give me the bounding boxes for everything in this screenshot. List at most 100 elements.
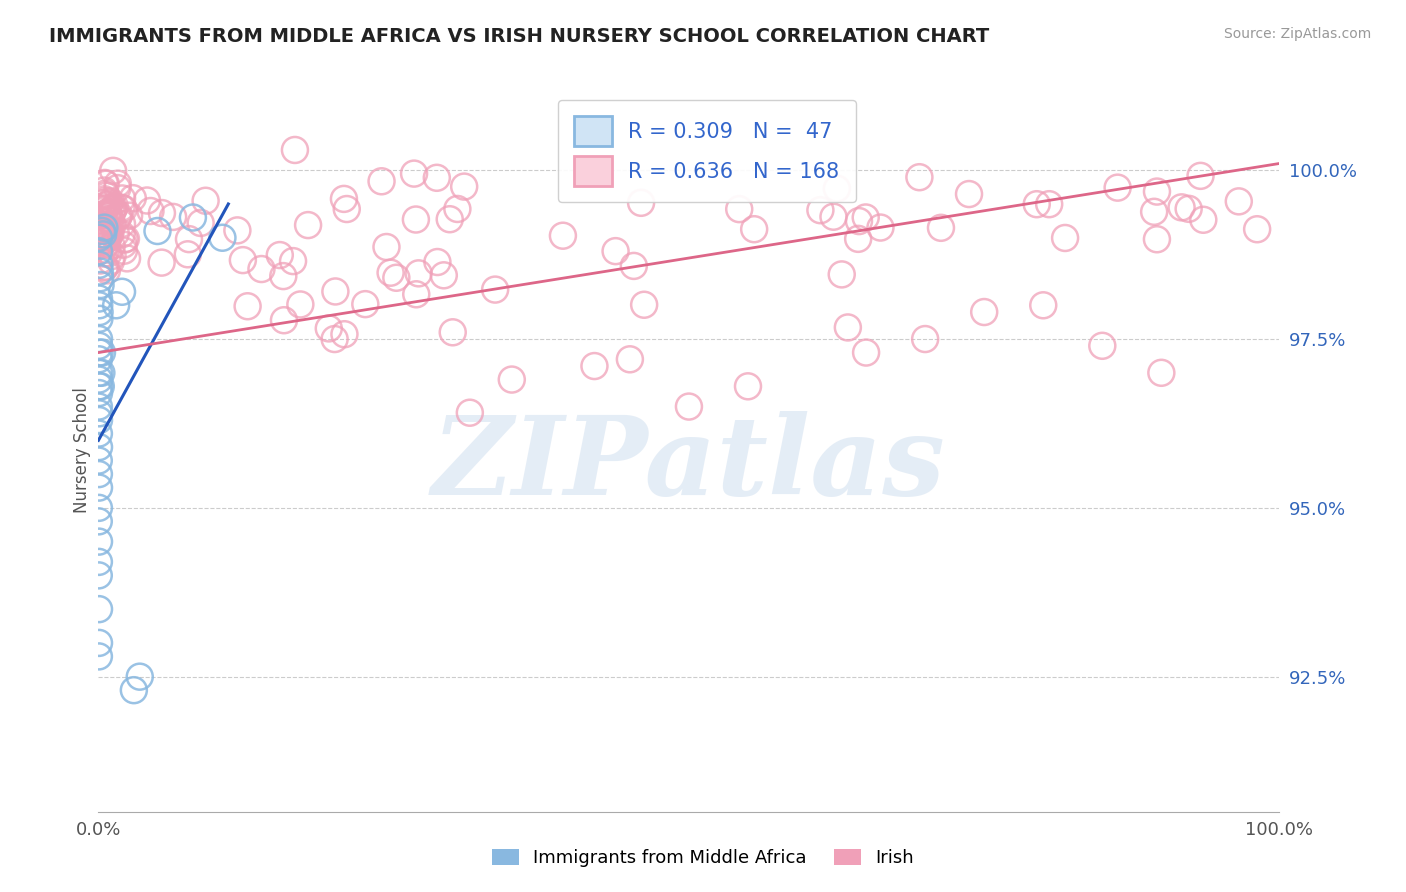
Point xyxy=(318,321,340,335)
Point xyxy=(630,195,652,210)
Point xyxy=(101,249,124,263)
Point xyxy=(94,176,117,190)
Point xyxy=(118,209,141,223)
Point xyxy=(100,254,122,268)
Point xyxy=(181,211,204,225)
Point xyxy=(114,233,136,247)
Point xyxy=(333,327,356,342)
Point xyxy=(439,212,461,227)
Point xyxy=(87,386,110,401)
Point xyxy=(1032,298,1054,312)
Point xyxy=(103,202,125,216)
Point xyxy=(87,400,110,414)
Point xyxy=(426,170,449,185)
Point xyxy=(290,297,312,311)
Point xyxy=(96,229,118,244)
Point xyxy=(583,359,606,373)
Point xyxy=(236,299,259,313)
Point xyxy=(94,224,117,238)
Point xyxy=(501,373,523,387)
Point xyxy=(111,227,134,242)
Point xyxy=(111,285,134,299)
Point xyxy=(94,219,117,233)
Point xyxy=(110,201,132,215)
Point xyxy=(1107,180,1129,194)
Text: Source: ZipAtlas.com: Source: ZipAtlas.com xyxy=(1223,27,1371,41)
Point xyxy=(405,212,427,227)
Point xyxy=(96,201,118,215)
Point xyxy=(96,263,118,277)
Point xyxy=(404,167,426,181)
Point xyxy=(93,228,115,243)
Point xyxy=(104,199,127,213)
Point xyxy=(93,220,115,235)
Point xyxy=(87,244,110,259)
Point xyxy=(89,406,111,420)
Point xyxy=(354,297,377,311)
Point xyxy=(90,379,112,393)
Point xyxy=(121,191,143,205)
Point xyxy=(94,219,117,233)
Point xyxy=(104,227,127,241)
Point xyxy=(232,253,254,268)
Point xyxy=(837,320,859,334)
Point xyxy=(122,683,145,698)
Point xyxy=(94,177,117,191)
Point xyxy=(103,202,125,217)
Point xyxy=(284,143,307,157)
Point xyxy=(87,440,110,454)
Point xyxy=(808,203,831,218)
Point xyxy=(87,236,110,251)
Point xyxy=(112,244,135,258)
Point xyxy=(385,270,408,285)
Point xyxy=(100,194,122,209)
Point xyxy=(94,199,117,213)
Point xyxy=(139,204,162,219)
Point xyxy=(89,222,111,236)
Point xyxy=(1246,222,1268,236)
Point xyxy=(728,202,751,216)
Point xyxy=(678,400,700,414)
Point xyxy=(1170,200,1192,214)
Point xyxy=(848,214,870,228)
Point xyxy=(177,247,200,261)
Point xyxy=(94,188,117,202)
Point xyxy=(105,298,128,312)
Point xyxy=(91,227,114,242)
Point xyxy=(323,332,346,346)
Point xyxy=(162,210,184,224)
Point xyxy=(190,216,212,230)
Point xyxy=(855,211,877,225)
Point xyxy=(87,426,110,441)
Point xyxy=(93,228,115,243)
Point xyxy=(336,202,359,216)
Point xyxy=(87,500,110,515)
Point xyxy=(380,266,402,280)
Point xyxy=(91,345,114,359)
Point xyxy=(150,206,173,220)
Point xyxy=(91,215,114,229)
Point xyxy=(94,260,117,275)
Point xyxy=(89,298,111,312)
Point xyxy=(1091,339,1114,353)
Point xyxy=(453,179,475,194)
Point xyxy=(869,220,891,235)
Point xyxy=(91,224,114,238)
Point xyxy=(136,194,159,208)
Point xyxy=(87,292,110,306)
Point xyxy=(100,205,122,219)
Point xyxy=(89,229,111,244)
Point xyxy=(98,208,121,222)
Point xyxy=(87,534,110,549)
Point xyxy=(273,313,295,327)
Point xyxy=(825,181,848,195)
Point xyxy=(484,283,506,297)
Legend: Immigrants from Middle Africa, Irish: Immigrants from Middle Africa, Irish xyxy=(485,841,921,874)
Point xyxy=(89,253,111,268)
Point xyxy=(957,187,980,202)
Point xyxy=(94,233,117,247)
Point xyxy=(93,234,115,248)
Point xyxy=(269,248,291,262)
Point xyxy=(408,266,430,280)
Point xyxy=(89,379,111,393)
